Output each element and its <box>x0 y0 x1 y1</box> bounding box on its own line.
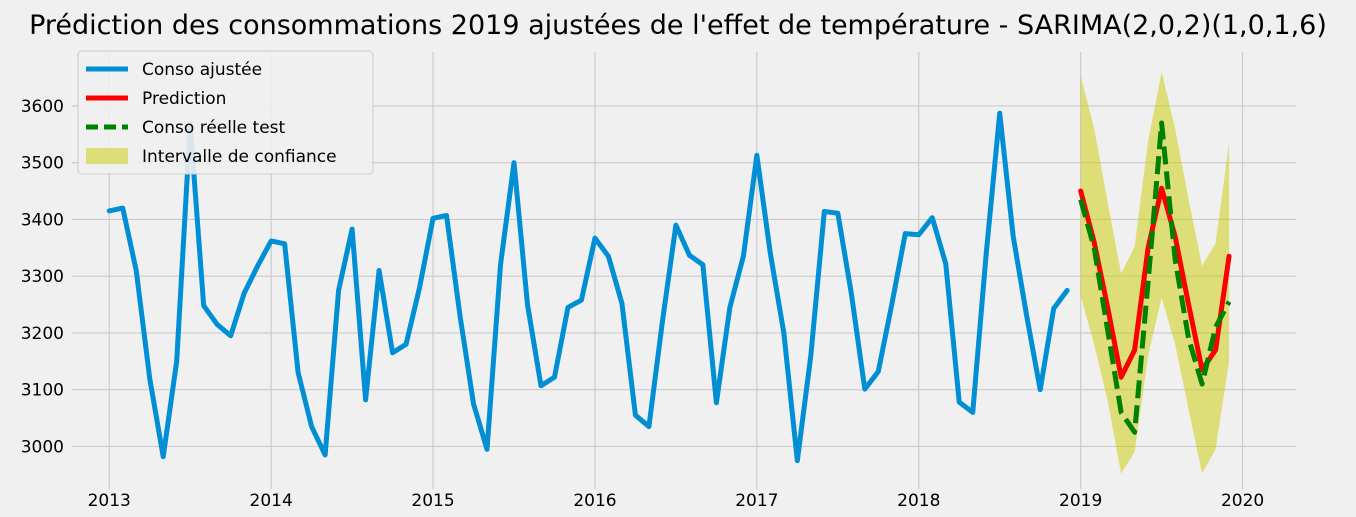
legend-label: Conso ajustée <box>142 60 262 80</box>
series-line-conso-ajustee <box>106 110 1070 464</box>
x-axis: 2013 2014 2015 2016 2017 2018 2019 2020 <box>88 491 1265 511</box>
legend-swatch <box>86 148 128 164</box>
x-tick-label: 2016 <box>573 491 616 511</box>
x-tick-label: 2018 <box>897 491 940 511</box>
legend-label: Prediction <box>142 89 226 109</box>
y-tick-label: 3000 <box>21 437 64 457</box>
x-tick-label: 2019 <box>1059 491 1102 511</box>
legend-label: Intervalle de confiance <box>142 147 337 167</box>
confidence-interval-band <box>1080 71 1230 474</box>
x-tick-label: 2014 <box>250 491 293 511</box>
y-tick-label: 3500 <box>21 154 64 174</box>
legend-label: Conso réelle test <box>142 118 286 138</box>
x-tick-label: 2020 <box>1221 491 1264 511</box>
plot-area <box>106 71 1232 474</box>
y-axis: 3000 3100 3200 3300 3400 3500 3600 <box>21 97 64 458</box>
x-tick-label: 2013 <box>88 491 131 511</box>
series-line-conso-reelle-test <box>1078 120 1232 435</box>
y-tick-label: 3100 <box>21 381 64 401</box>
y-tick-label: 3200 <box>21 324 64 344</box>
x-tick-label: 2015 <box>411 491 454 511</box>
legend: Conso ajustée Prediction Conso réelle test… <box>77 50 374 175</box>
chart-title: Prédiction des consommations 2019 ajusté… <box>29 10 1327 41</box>
y-tick-label: 3600 <box>21 97 64 117</box>
y-tick-label: 3400 <box>21 210 64 230</box>
x-tick-label: 2017 <box>735 491 778 511</box>
y-tick-label: 3300 <box>21 267 64 287</box>
legend-box <box>77 50 374 175</box>
